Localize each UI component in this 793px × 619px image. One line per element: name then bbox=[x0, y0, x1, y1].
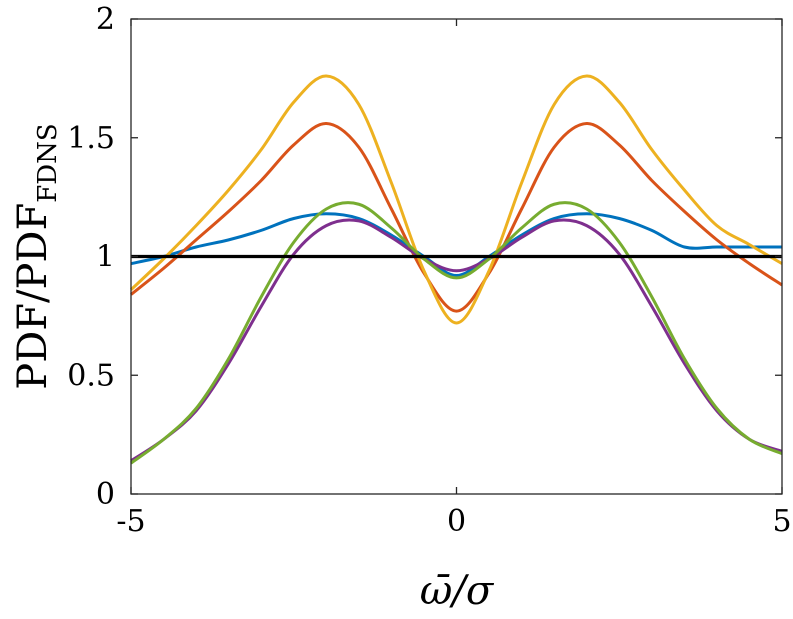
ticks-layer: -5 0 500.511.52 bbox=[67, 2, 791, 539]
y-tick-label: 1.5 bbox=[67, 121, 115, 156]
x-tick-label: -5 bbox=[116, 504, 145, 539]
series-line-2 bbox=[130, 121, 783, 313]
series-line-1 bbox=[130, 212, 782, 277]
y-axis-label: PDF/PDFFDNS bbox=[10, 123, 63, 389]
series-line-3 bbox=[129, 74, 783, 325]
x-tick-label: 5 bbox=[772, 504, 791, 539]
y-axis-label-subscript: FDNS bbox=[33, 123, 63, 202]
y-tick-label: 0 bbox=[96, 477, 115, 512]
series-layer bbox=[129, 74, 783, 465]
x-tick-label: 0 bbox=[447, 504, 466, 539]
y-tick-label: 2 bbox=[96, 2, 115, 37]
y-axis-label-main: PDF/PDF bbox=[10, 203, 56, 390]
series-line-5 bbox=[130, 201, 783, 465]
x-axis-label: ω̄/σ bbox=[420, 568, 495, 614]
y-tick-label: 1 bbox=[96, 240, 115, 275]
series-line-4 bbox=[130, 218, 783, 463]
y-tick-label: 0.5 bbox=[67, 358, 115, 393]
